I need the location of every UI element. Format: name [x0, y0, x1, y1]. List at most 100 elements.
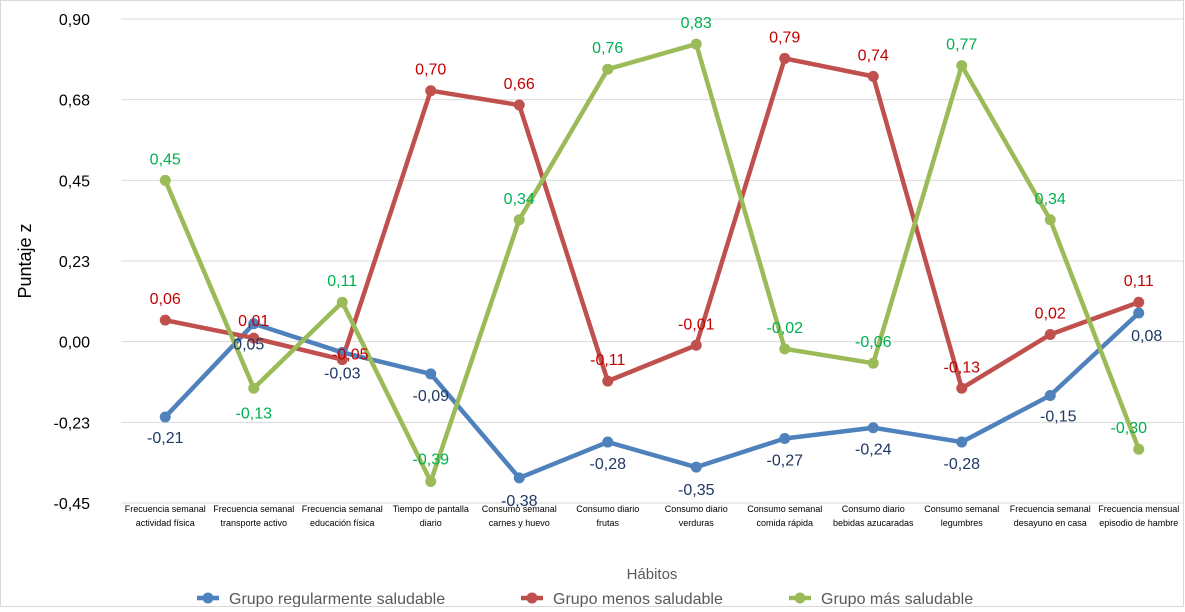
data-label: -0,15	[1040, 408, 1077, 425]
x-tick-label: carnes y huevo	[489, 518, 550, 528]
data-label: -0,11	[590, 352, 625, 369]
x-tick-label: Frecuencia semanal	[302, 504, 383, 514]
data-label: -0,30	[1111, 420, 1148, 437]
x-tick-label: Tiempo de pantalla	[393, 504, 469, 514]
data-point	[690, 461, 702, 473]
data-point	[1133, 307, 1145, 319]
data-point	[867, 422, 879, 434]
x-tick-label: educación física	[310, 518, 375, 528]
y-tick-label: 0,00	[59, 335, 90, 352]
data-point	[336, 296, 348, 308]
x-tick-label: verduras	[679, 518, 715, 528]
y-tick-label: 0,45	[59, 173, 90, 190]
data-point	[1044, 389, 1056, 401]
data-point	[425, 368, 437, 380]
data-label: -0,28	[944, 456, 981, 473]
data-label: -0,02	[767, 320, 804, 337]
data-label: 0,01	[238, 313, 269, 330]
data-label: 0,05	[233, 337, 264, 354]
legend-label: Grupo más saludable	[821, 591, 973, 607]
data-point	[956, 60, 968, 72]
data-label: -0,24	[855, 442, 892, 459]
y-axis-title: Puntaje z	[15, 223, 35, 298]
data-point	[779, 52, 791, 64]
data-point	[1044, 214, 1056, 226]
y-tick-label: 0,23	[59, 254, 90, 271]
data-point	[867, 70, 879, 82]
series-line	[163, 310, 1141, 481]
data-point	[159, 314, 171, 326]
y-tick-label: -0,45	[54, 496, 91, 513]
data-label: 0,74	[858, 47, 889, 64]
x-tick-label: Consumo semanal	[924, 504, 999, 514]
data-point	[425, 85, 437, 97]
data-label: 0,83	[681, 15, 712, 32]
x-axis-ticks: Frecuencia semanal actividad física Frecue…	[125, 504, 1180, 528]
y-tick-label: 0,90	[59, 12, 90, 29]
data-label: 0,34	[504, 191, 535, 208]
x-tick-label: Consumo diario	[842, 504, 905, 514]
legend-label: Grupo menos saludable	[553, 591, 723, 607]
data-point	[602, 63, 614, 75]
series-line	[163, 56, 1141, 391]
y-tick-label: -0,23	[54, 415, 91, 432]
y-axis-ticks: 0,90 0,68 0,45 0,23 0,00 -0,23 -0,45	[54, 12, 91, 513]
x-tick-label: legumbres	[941, 518, 984, 528]
series-line	[163, 41, 1141, 484]
data-point	[248, 332, 260, 344]
data-point	[690, 38, 702, 50]
data-label: -0,01	[678, 316, 715, 333]
x-tick-label: Frecuencia semanal	[1010, 504, 1091, 514]
data-label: 0,77	[946, 37, 977, 54]
data-point	[602, 375, 614, 387]
data-label: -0,38	[501, 493, 538, 510]
x-tick-label: Frecuencia semanal	[125, 504, 206, 514]
x-tick-label: episodio de hambre	[1099, 518, 1178, 528]
data-point	[1133, 443, 1145, 455]
data-label: -0,13	[236, 405, 273, 422]
data-label: 0,08	[1131, 328, 1162, 345]
data-label: -0,28	[590, 456, 627, 473]
series-lines	[163, 41, 1141, 484]
data-label: 0,11	[327, 273, 357, 290]
data-label: -0,27	[767, 452, 804, 469]
data-point	[513, 472, 525, 484]
data-point	[1133, 296, 1145, 308]
x-tick-label: Consumo semanal	[482, 504, 557, 514]
x-tick-label: comida rápida	[756, 518, 813, 528]
data-point	[513, 99, 525, 111]
data-point	[956, 382, 968, 394]
data-label: 0,11	[1124, 273, 1154, 290]
data-label: -0,06	[855, 334, 892, 351]
data-point	[248, 382, 260, 394]
data-point	[1044, 328, 1056, 340]
data-point	[248, 318, 260, 330]
data-point	[513, 214, 525, 226]
x-tick-label: actividad física	[136, 518, 195, 528]
data-point	[602, 436, 614, 448]
x-tick-label: Consumo diario	[665, 504, 728, 514]
data-point	[425, 475, 437, 487]
data-label: -0,13	[944, 359, 981, 376]
legend: Grupo regularmente saludable Grupo menos …	[197, 591, 973, 608]
legend-label: Grupo regularmente saludable	[229, 591, 445, 607]
data-point	[336, 354, 348, 366]
data-label: 0,76	[592, 40, 623, 57]
data-label: -0,05	[332, 347, 369, 364]
data-label: 0,79	[769, 29, 800, 46]
x-tick-label: bebidas azucaradas	[833, 518, 914, 528]
series-points	[159, 38, 1145, 487]
data-label: 0,70	[415, 62, 446, 79]
data-point	[956, 436, 968, 448]
x-tick-label: desayuno en casa	[1014, 518, 1087, 528]
data-label: -0,21	[147, 430, 184, 447]
x-tick-label: frutas	[596, 518, 619, 528]
y-tick-label: 0,68	[59, 93, 90, 110]
x-tick-label: Frecuencia semanal	[213, 504, 294, 514]
x-tick-label: transporte activo	[220, 518, 287, 528]
data-label: 0,34	[1035, 191, 1066, 208]
data-label: -0,09	[413, 388, 450, 405]
data-label: 0,66	[504, 76, 535, 93]
